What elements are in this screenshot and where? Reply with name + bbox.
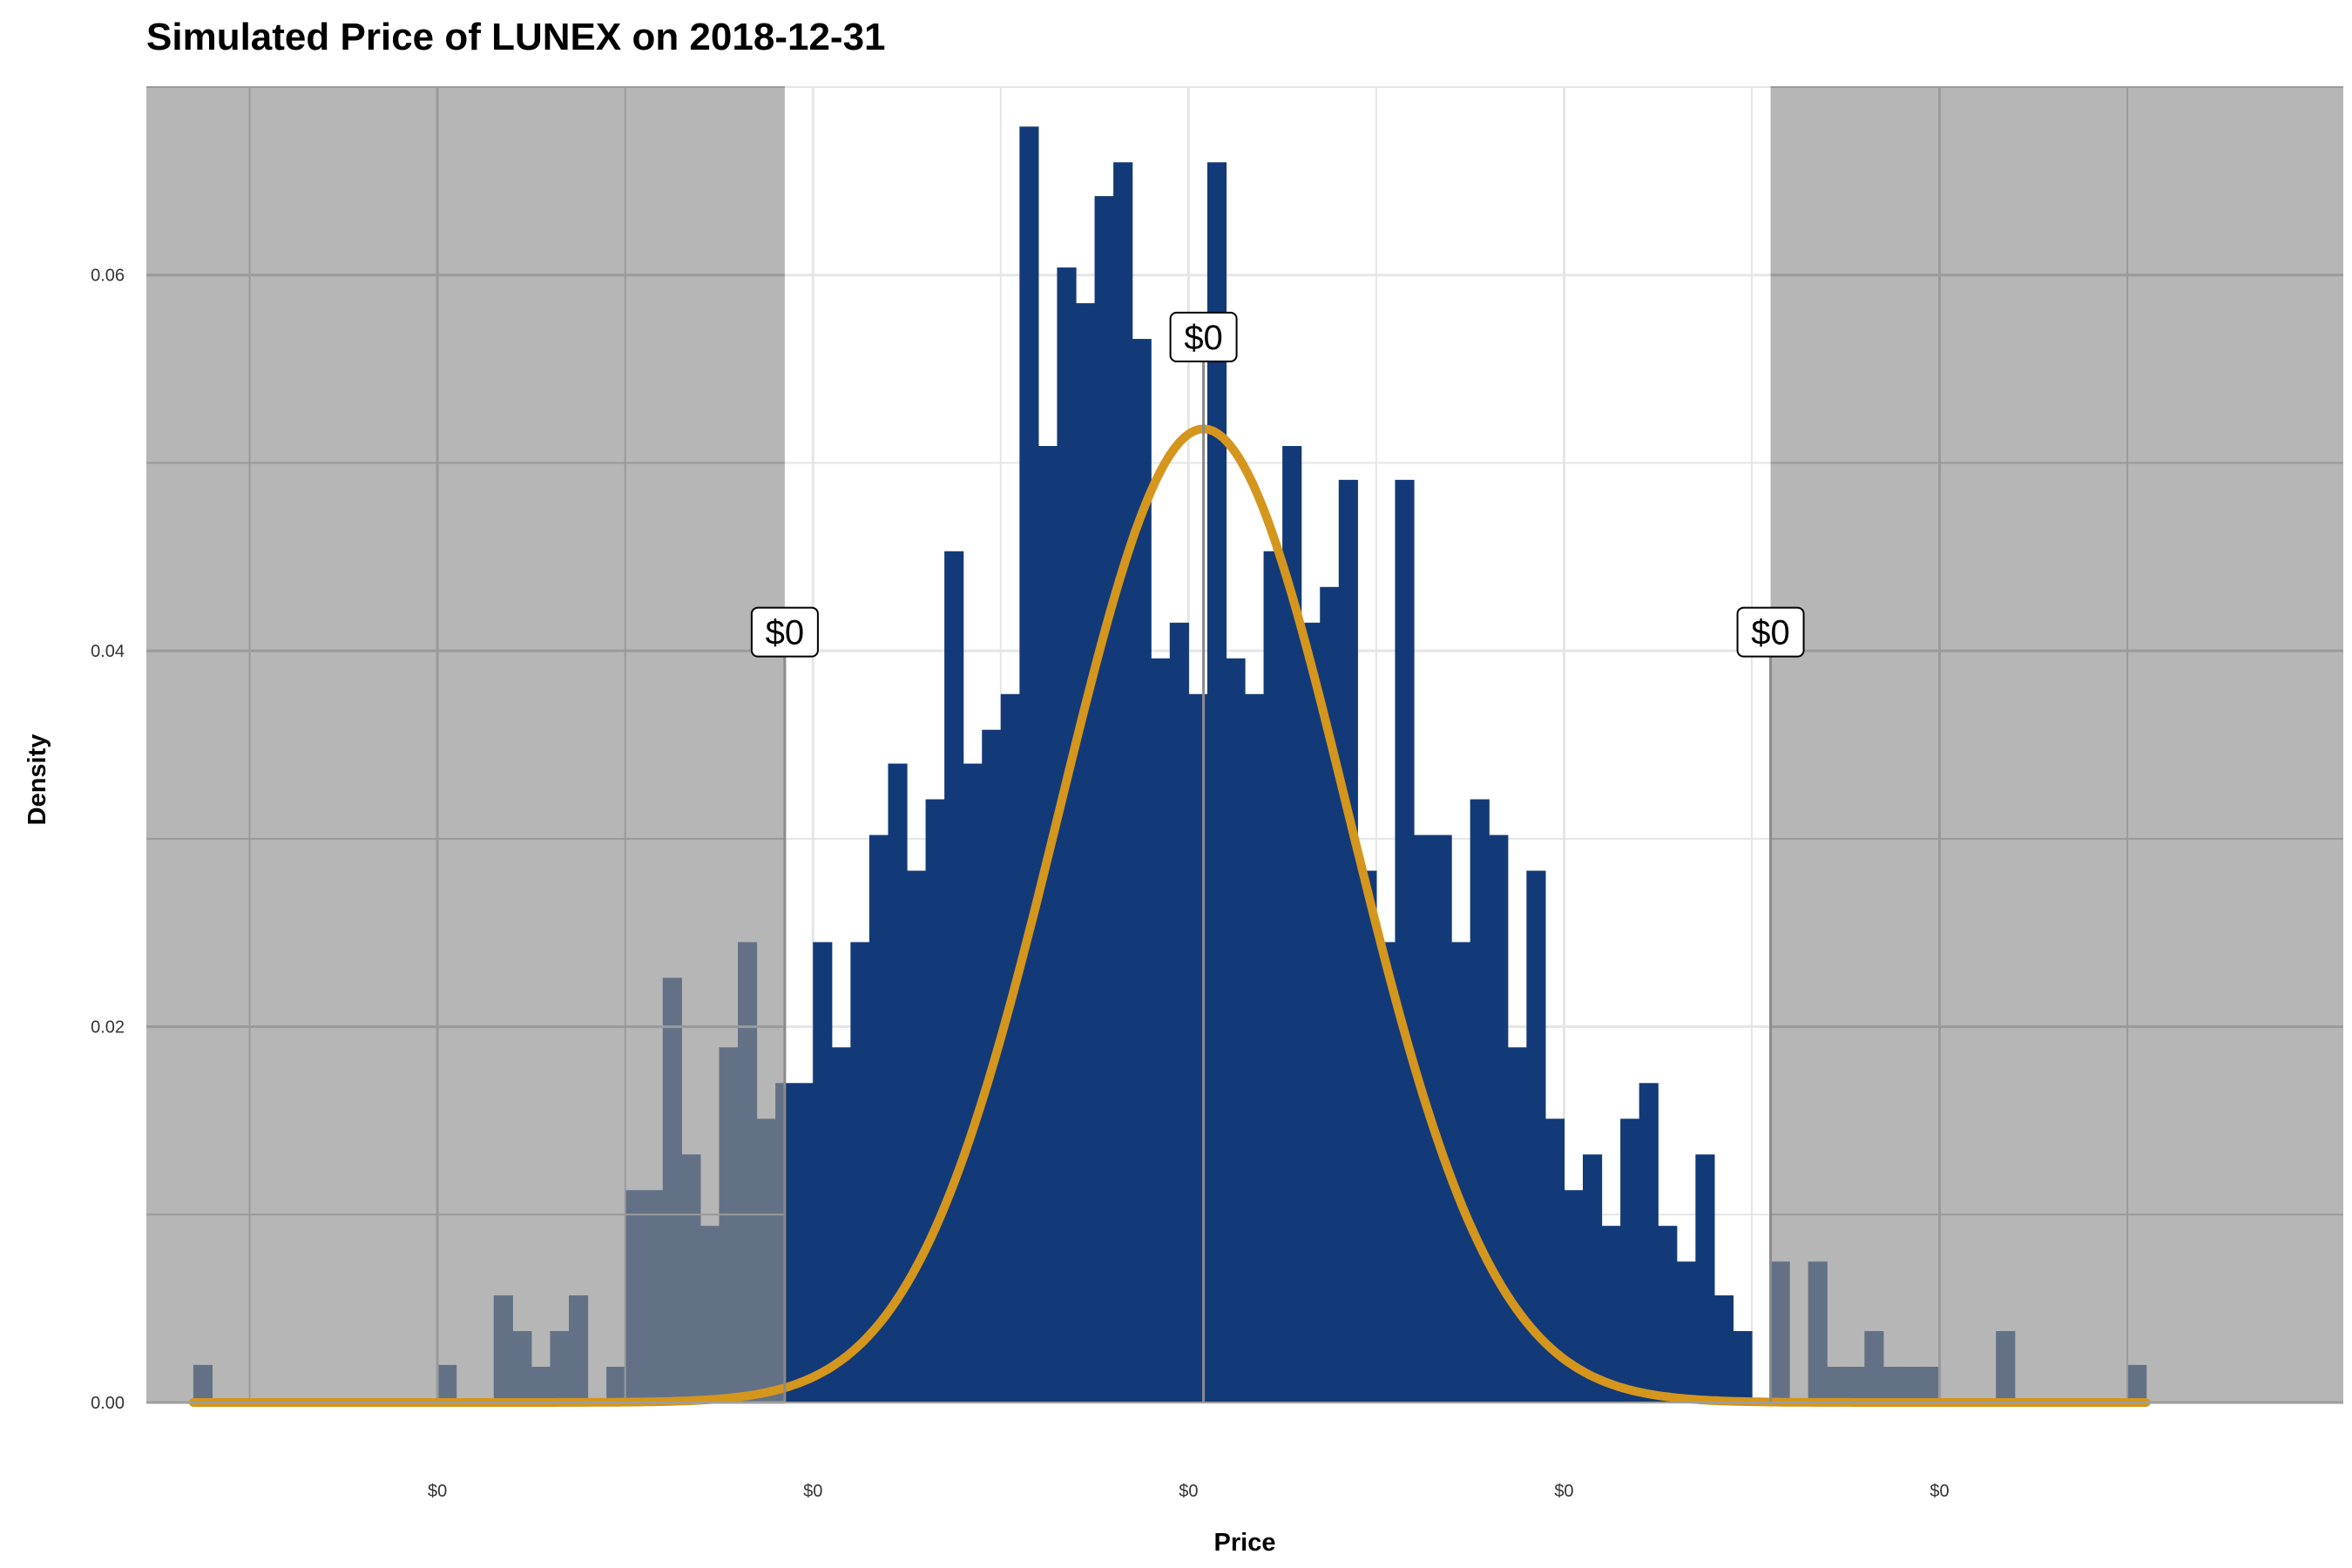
histogram-bar: [1206, 162, 1227, 1402]
histogram-bar: [1733, 1331, 1753, 1402]
x-tick-label: $0: [1554, 1482, 1573, 1501]
annotation-label: $0: [766, 614, 805, 652]
histogram-bar: [1414, 835, 1434, 1402]
histogram-bar: [1245, 693, 1265, 1402]
x-tick-label: $0: [1930, 1482, 1949, 1501]
histogram-bar: [831, 1047, 851, 1402]
histogram-bar: [1357, 870, 1377, 1402]
axes: 0.00 0.02 0.04 0.06 $0 $0 $0 $0 $0: [91, 267, 2343, 1501]
histogram-bar: [1132, 339, 1152, 1402]
histogram-bar: [1263, 551, 1283, 1402]
histogram-bar: [1639, 1083, 1659, 1402]
histogram-bar: [1151, 658, 1171, 1402]
x-axis-title: Price: [1214, 1529, 1276, 1557]
histogram-bar: [1395, 479, 1415, 1403]
histogram-bar: [1320, 586, 1340, 1402]
y-tick-label: 0.06: [91, 267, 125, 286]
y-tick-label: 0.00: [91, 1394, 125, 1413]
histogram-bar: [1695, 1154, 1715, 1402]
shaded-region: [146, 87, 785, 1402]
histogram-bar: [1583, 1154, 1603, 1402]
chart-title: Simulated Price of LUNEX on 2018-12-31: [146, 16, 886, 58]
histogram-bar: [1676, 1261, 1696, 1402]
annotation-label: $0: [1751, 614, 1790, 652]
histogram-bar: [1057, 267, 1077, 1403]
histogram-bar: [1658, 1226, 1678, 1402]
histogram-bar: [1282, 446, 1302, 1402]
histogram-bar: [1188, 693, 1208, 1402]
histogram-bar: [907, 870, 927, 1402]
histogram-bar: [1526, 870, 1546, 1402]
histogram-bar: [963, 763, 983, 1402]
histogram-bar: [1451, 942, 1471, 1402]
y-tick-label: 0.02: [91, 1018, 125, 1037]
x-tick-label: $0: [1179, 1482, 1198, 1501]
shaded-region: [1770, 87, 2343, 1402]
histogram-bar: [1113, 162, 1133, 1402]
price-annotations: $0 $0 $0: [750, 311, 1805, 1402]
histogram-bar: [868, 835, 889, 1402]
y-tick-label: 0.04: [91, 642, 125, 661]
histogram-bar: [850, 942, 870, 1402]
histogram-bar: [1000, 693, 1020, 1402]
histogram-bar: [1564, 1190, 1584, 1402]
histogram-bar: [944, 551, 964, 1402]
histogram-bar: [1620, 1119, 1640, 1402]
histogram-bar: [1301, 622, 1321, 1402]
shaded-tail-regions: [146, 87, 2343, 1402]
histogram-bar: [813, 942, 833, 1402]
histogram-bar: [1226, 658, 1246, 1402]
histogram-bar: [1094, 196, 1114, 1403]
histogram-bar: [1544, 1119, 1565, 1402]
histogram-bar: [1601, 1226, 1621, 1402]
histogram-bar: [1470, 799, 1490, 1402]
histogram-bar: [1489, 835, 1509, 1402]
histogram-bar: [1375, 942, 1396, 1402]
y-axis-title: Density: [24, 734, 51, 826]
histogram-bar: [1713, 1295, 1734, 1402]
histogram-bar: [1338, 479, 1358, 1403]
histogram-bar: [1432, 835, 1452, 1402]
x-tick-label: $0: [428, 1482, 447, 1501]
annotation-label-box: [750, 606, 819, 658]
annotation-label: $0: [1184, 319, 1223, 357]
x-tick-label: $0: [803, 1482, 822, 1501]
histogram-bar: [1037, 446, 1058, 1402]
histogram-bar: [1507, 1047, 1527, 1402]
histogram-bar: [1019, 126, 1039, 1402]
histogram-bar: [1076, 303, 1096, 1403]
histogram-bar: [1169, 622, 1189, 1402]
histogram-bar: [794, 1083, 814, 1402]
annotation-label-box: [1169, 311, 1238, 362]
histogram-bar: [925, 799, 945, 1402]
histogram-bar: [888, 763, 908, 1402]
annotation-label-box: [1736, 606, 1805, 658]
